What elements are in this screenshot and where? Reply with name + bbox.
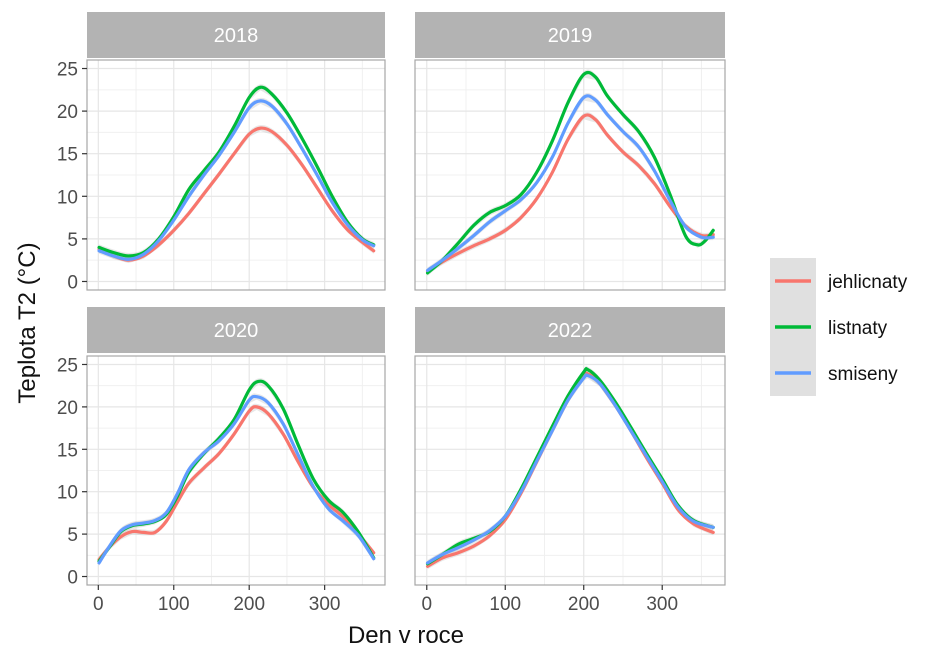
- y-tick-label: 10: [57, 187, 78, 208]
- facet-strip: [87, 307, 385, 353]
- legend-item-smiseny: smiseny: [770, 350, 898, 396]
- facet-panels: 2018 0 5 10 15 20 25 2019 2020 0 5 10 15 20 25 0 100 200 3…: [57, 12, 726, 615]
- y-tick-label: 5: [67, 525, 78, 546]
- x-tick-label: 100: [489, 594, 521, 615]
- panel-border: [414, 355, 726, 586]
- series-line-smiseny: [97, 99, 376, 261]
- x-tick-label: 200: [568, 594, 600, 615]
- panel-border: [86, 59, 386, 291]
- facet-strip: [87, 12, 385, 58]
- y-tick-label: 25: [57, 60, 78, 81]
- facet-strip-label: 2018: [214, 25, 259, 47]
- facet-strip-label: 2022: [548, 320, 593, 342]
- facet-panel-2019: 2019: [414, 12, 726, 291]
- x-tick-label: 0: [421, 594, 432, 615]
- y-tick-label: 15: [57, 440, 78, 461]
- facet-panel-2020: 2020 0 5 10 15 20 25 0 100 200 300: [57, 307, 386, 615]
- y-tick-label: 0: [67, 568, 78, 589]
- x-tick-label: 0: [93, 594, 104, 615]
- facet-panel-2022: 2022 0 100 200 300: [414, 307, 726, 615]
- series-line-jehlicnaty: [425, 113, 715, 273]
- y-tick-label: 25: [57, 355, 78, 376]
- x-tick-label: 200: [233, 594, 265, 615]
- legend-label-listnaty: listnaty: [828, 318, 888, 339]
- x-tick-label: 100: [158, 594, 190, 615]
- y-tick-label: 5: [67, 230, 78, 251]
- legend: jehlicnaty listnaty smiseny: [770, 258, 908, 396]
- x-tick-label: 300: [309, 594, 341, 615]
- series-line-listnaty: [425, 70, 715, 275]
- legend-item-jehlicnaty: jehlicnaty: [770, 258, 908, 304]
- y-axis-title: Teplota T2 (°C): [14, 242, 41, 403]
- legend-label-jehlicnaty: jehlicnaty: [827, 272, 908, 293]
- series-line-smiseny: [97, 394, 376, 565]
- panel-border: [86, 355, 386, 586]
- legend-label-smiseny: smiseny: [828, 364, 898, 385]
- y-tick-label: 0: [67, 272, 78, 293]
- legend-item-listnaty: listnaty: [770, 304, 888, 350]
- facet-strip-label: 2020: [214, 320, 259, 342]
- y-tick-label: 20: [57, 102, 78, 123]
- x-tick-label: 300: [646, 594, 678, 615]
- y-tick-label: 15: [57, 145, 78, 166]
- series-line-smiseny: [425, 373, 715, 565]
- y-tick-label: 10: [57, 483, 78, 504]
- facet-strip-label: 2019: [548, 25, 593, 47]
- facet-panel-2018: 2018 0 5 10 15 20 25: [57, 12, 386, 293]
- y-tick-label: 20: [57, 398, 78, 419]
- x-axis-title: Den v roce: [348, 622, 464, 649]
- facet-strip: [415, 307, 725, 353]
- facet-strip: [415, 12, 725, 58]
- series-line-smiseny: [425, 94, 715, 273]
- panel-border: [414, 59, 726, 291]
